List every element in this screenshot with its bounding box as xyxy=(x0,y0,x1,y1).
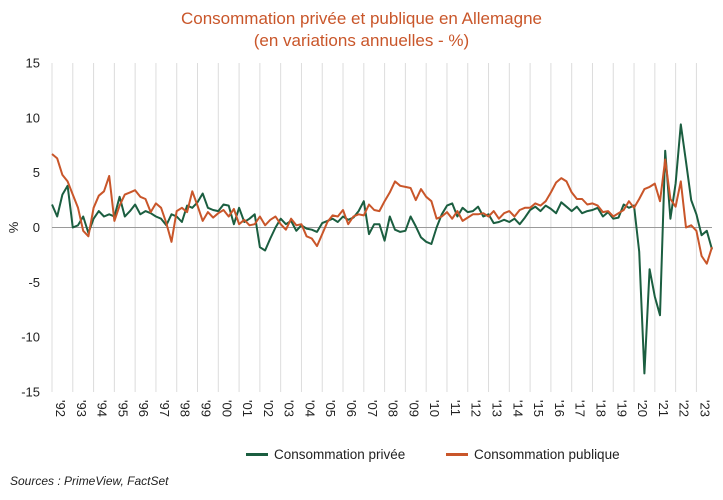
x-tick-label: '21 xyxy=(656,400,671,417)
x-tick-label: '96 xyxy=(136,400,151,417)
x-tick-label: '99 xyxy=(199,400,214,417)
x-tick-label: '02 xyxy=(261,400,276,417)
legend: Consommation privée Consommation publiqu… xyxy=(0,447,723,467)
x-tick-label: '16 xyxy=(552,400,567,417)
y-tick-label: -5 xyxy=(28,275,40,290)
x-tick-label: '07 xyxy=(365,400,380,417)
legend-swatch-public xyxy=(446,453,468,456)
y-tick-label: 15 xyxy=(26,56,40,71)
x-tick-label: '13 xyxy=(490,400,505,417)
x-tick-label: '20 xyxy=(635,400,650,417)
x-tick-label: '04 xyxy=(302,400,317,417)
x-tick-label: '00 xyxy=(219,400,234,417)
x-tick-label: '97 xyxy=(157,400,172,417)
legend-label-private: Consommation privée xyxy=(274,447,406,462)
x-tick-label: '12 xyxy=(469,400,484,417)
x-tick-label: '01 xyxy=(240,400,255,417)
y-tick-label: 5 xyxy=(33,165,40,180)
y-axis-ticks: 15 10 5 0 -5 -10 -15 xyxy=(21,56,40,400)
y-tick-label: 10 xyxy=(26,110,40,125)
chart-subtitle: (en variations annuelles - %) xyxy=(253,31,470,50)
x-tick-label: '19 xyxy=(614,400,629,417)
series-lines xyxy=(51,123,713,375)
x-axis-ticks: '92 '93 '94 '95 '96 '97 '98 '99 '00 '01 '02 '03 '04 '… xyxy=(53,400,712,417)
y-axis-label: % xyxy=(6,221,21,233)
x-tick-label: '23 xyxy=(697,400,712,417)
x-tick-label: '95 xyxy=(115,400,130,417)
legend-item-public: Consommation publique xyxy=(446,447,620,462)
chart-title-block: Consommation privée et publique en Allem… xyxy=(0,8,723,52)
x-tick-label: '22 xyxy=(677,400,692,417)
chart-title: Consommation privée et publique en Allem… xyxy=(180,9,542,28)
y-tick-label: -15 xyxy=(21,385,40,400)
legend-item-private: Consommation privée xyxy=(246,447,405,462)
series-line-private xyxy=(51,123,713,375)
x-tick-label: '17 xyxy=(573,400,588,417)
x-tick-label: '18 xyxy=(593,400,608,417)
legend-label-public: Consommation publique xyxy=(474,447,620,462)
x-tick-label: '92 xyxy=(53,400,68,417)
series-line-public xyxy=(51,153,713,265)
legend-swatch-private xyxy=(246,453,268,456)
x-tick-label: '14 xyxy=(510,400,525,417)
x-tick-label: '11 xyxy=(448,400,463,416)
x-tick-label: '98 xyxy=(178,400,193,417)
x-tick-label: '09 xyxy=(406,400,421,417)
x-tick-label: '15 xyxy=(531,400,546,417)
x-tick-label: '06 xyxy=(344,400,359,417)
x-tick-label: '03 xyxy=(282,400,297,417)
x-tick-label: '08 xyxy=(386,400,401,417)
source-note: Sources : PrimeView, FactSet xyxy=(10,474,169,488)
y-tick-label: 0 xyxy=(33,220,40,235)
y-tick-label: -10 xyxy=(21,330,40,345)
x-tick-label: '10 xyxy=(427,400,442,417)
x-tick-label: '94 xyxy=(95,400,110,417)
x-tick-label: '93 xyxy=(74,400,89,417)
x-tick-label: '05 xyxy=(323,400,338,417)
